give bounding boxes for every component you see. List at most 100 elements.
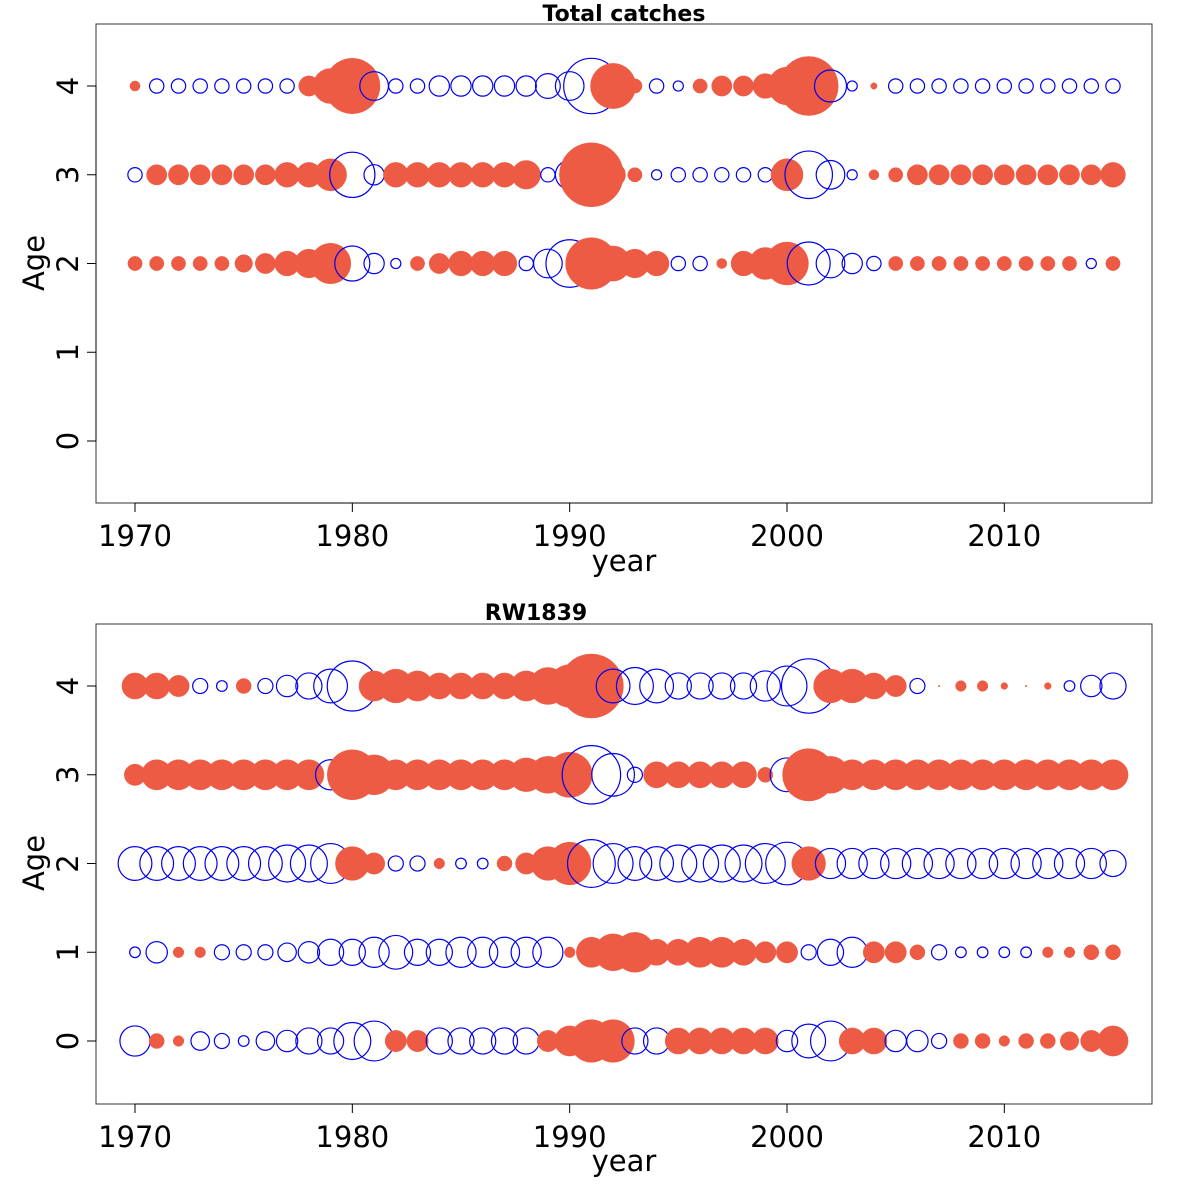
- bubble-positive: [1059, 164, 1080, 186]
- bubble-negative: [338, 938, 366, 966]
- bubble-negative: [639, 668, 675, 704]
- bubble-positive: [1100, 162, 1126, 188]
- y-tick-label: 3: [51, 766, 85, 784]
- bubble-negative: [257, 677, 274, 695]
- bubble-negative: [388, 78, 404, 94]
- bubble-positive: [410, 256, 425, 271]
- bubble-negative: [235, 78, 252, 94]
- bubble-negative: [313, 668, 349, 704]
- y-tick-label: 4: [51, 77, 85, 95]
- bubble-negative: [846, 169, 858, 181]
- bubble-positive: [591, 1019, 635, 1063]
- bubble-negative: [1099, 849, 1127, 878]
- bubble-negative: [702, 844, 741, 883]
- bubble-negative: [295, 1027, 323, 1055]
- bubble-negative: [257, 944, 274, 961]
- bubble-negative: [213, 944, 231, 961]
- bubble-negative: [692, 255, 708, 272]
- bubble-negative: [358, 936, 390, 968]
- bubble-negative: [510, 936, 542, 968]
- bubble-negative: [476, 857, 489, 870]
- bubble-negative: [387, 855, 404, 872]
- x-tick-label: 1990: [533, 1120, 607, 1154]
- bubble-negative: [800, 944, 817, 961]
- y-tick-label: 4: [51, 677, 85, 695]
- bubble-negative: [237, 1035, 250, 1047]
- bubble-positive: [928, 164, 950, 186]
- bubble-positive: [888, 256, 904, 271]
- bubble-negative: [724, 844, 763, 883]
- bubble-negative: [289, 844, 328, 883]
- bubble-negative: [190, 1031, 211, 1051]
- bubble-positive: [955, 680, 967, 692]
- bubble-positive: [1018, 1033, 1034, 1049]
- bubble-negative: [836, 936, 868, 968]
- x-tick-label: 1980: [315, 1120, 389, 1154]
- bubble-negative: [390, 257, 402, 270]
- bubble-negative: [729, 672, 758, 700]
- bubble-positive: [143, 672, 171, 700]
- bubble-negative: [714, 167, 730, 183]
- bubble-positive: [1000, 682, 1008, 690]
- bubble-positive: [974, 1033, 991, 1049]
- bubble-negative: [815, 248, 846, 279]
- bubble-positive: [862, 941, 885, 964]
- bubble-negative: [445, 936, 477, 968]
- bubble-positive: [888, 167, 904, 183]
- bubble-negative: [664, 672, 692, 700]
- bubble-negative: [378, 934, 414, 970]
- bubble-negative: [182, 846, 218, 881]
- bubble-negative: [692, 167, 708, 183]
- bubble-positive: [754, 941, 777, 964]
- bubble-positive: [770, 158, 804, 192]
- bubble-positive: [711, 75, 733, 97]
- bubble-negative: [735, 167, 752, 183]
- bubble-negative: [1040, 78, 1056, 94]
- bubble-negative: [615, 666, 654, 706]
- bubble-negative: [953, 78, 969, 94]
- bubble-positive: [314, 158, 347, 192]
- panel-title: RW1839: [485, 601, 587, 626]
- bubble-positive: [950, 164, 972, 186]
- x-axis: 1970 1980 1990 2000 2010: [98, 1103, 1041, 1154]
- bubble-positive: [1044, 682, 1052, 690]
- bubble-negative: [887, 78, 904, 94]
- bubble-positive: [428, 253, 450, 274]
- bubble-negative: [1010, 847, 1042, 880]
- bubble-positive: [255, 253, 276, 274]
- bubble-positive: [1015, 164, 1037, 186]
- bubble-positive: [627, 78, 643, 94]
- x-tick-label: 1980: [315, 519, 389, 553]
- bubble-positive: [1037, 164, 1059, 186]
- bubble-negative: [648, 78, 665, 94]
- bubble-negative: [554, 71, 585, 101]
- bubble-negative: [363, 252, 385, 275]
- bubbles-layer: [117, 653, 1129, 1063]
- bubble-positive: [168, 164, 189, 186]
- bubble-positive: [972, 164, 993, 186]
- bubble-positive: [491, 250, 518, 277]
- x-tick-label: 1990: [533, 519, 607, 553]
- bubble-negative: [1061, 78, 1078, 94]
- bubble-negative: [791, 1023, 827, 1059]
- bubble-positive: [189, 164, 211, 186]
- bubble-negative: [775, 1029, 799, 1053]
- bubble-negative: [277, 942, 297, 963]
- bubble-negative: [129, 946, 141, 959]
- bubble-negative: [621, 1027, 649, 1055]
- bubble-positive: [127, 256, 143, 271]
- bubble-negative: [591, 752, 636, 797]
- y-axis: 0 1 2 3 4: [51, 677, 97, 1050]
- bubble-positive: [310, 243, 352, 284]
- bubble-positive: [564, 946, 576, 958]
- bubble-negative: [316, 938, 345, 966]
- bubble-positive: [1083, 944, 1100, 961]
- bubble-positive: [730, 938, 757, 966]
- bubble-negative: [161, 846, 196, 881]
- bubble-negative: [540, 167, 556, 183]
- bubble-negative: [204, 846, 240, 881]
- bubble-positive: [1018, 256, 1034, 271]
- bubble-negative: [1085, 257, 1097, 270]
- bubble-positive: [546, 751, 593, 798]
- bubble-positive: [998, 1035, 1010, 1047]
